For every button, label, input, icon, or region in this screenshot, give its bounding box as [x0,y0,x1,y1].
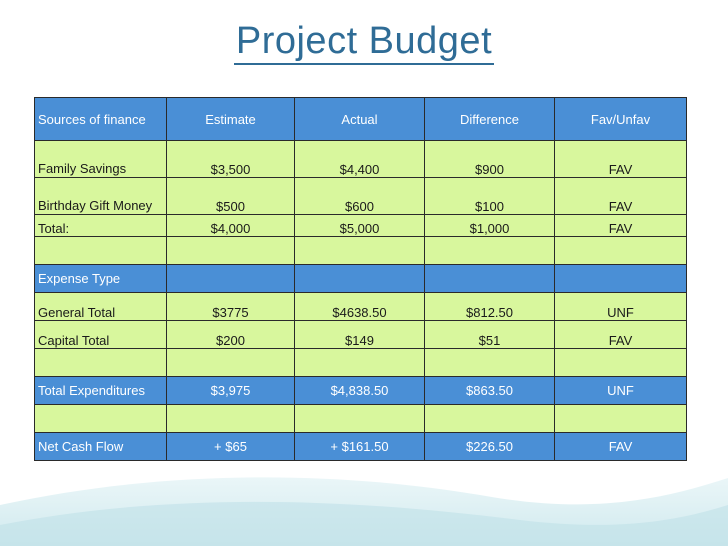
row-label: Birthday Gift Money [34,177,167,215]
cell-estimate [166,404,295,433]
table-row: Family Savings $3,500 $4,400 $900 FAV [34,140,687,178]
cell-estimate: + $65 [166,432,295,461]
cell-difference [424,348,555,377]
cell-actual: $4,838.50 [294,376,425,405]
budget-table: Sources of finance Estimate Actual Diffe… [34,97,687,461]
cell-actual: $4638.50 [294,292,425,321]
table-row: Birthday Gift Money $500 $600 $100 FAV [34,177,687,215]
cell-estimate [166,264,295,293]
cell-difference: $226.50 [424,432,555,461]
row-label [34,348,167,377]
cell-difference: $100 [424,177,555,215]
cell-difference: $900 [424,140,555,178]
table-header-row: Sources of finance Estimate Actual Diffe… [34,97,687,141]
table-row: Expense Type [34,264,687,293]
cell-difference: $812.50 [424,292,555,321]
cell-fav: UNF [554,376,687,405]
row-label: Family Savings [34,140,167,178]
cell-actual [294,236,425,265]
cell-actual [294,264,425,293]
table-row: Total Expenditures $3,975 $4,838.50 $863… [34,376,687,405]
row-label [34,236,167,265]
cell-actual: $600 [294,177,425,215]
table-row [34,404,687,433]
cell-fav: FAV [554,320,687,349]
header-actual: Actual [294,97,425,141]
table-row: General Total $3775 $4638.50 $812.50 UNF [34,292,687,321]
cell-difference [424,404,555,433]
cell-estimate: $3,975 [166,376,295,405]
cell-fav [554,236,687,265]
cell-actual: + $161.50 [294,432,425,461]
table-row [34,236,687,265]
row-label: Capital Total [34,320,167,349]
cell-fav: UNF [554,292,687,321]
cell-estimate [166,348,295,377]
cell-fav [554,264,687,293]
cell-fav: FAV [554,177,687,215]
row-label: General Total [34,292,167,321]
row-label: Total: [34,214,167,237]
cell-actual: $149 [294,320,425,349]
cell-fav: FAV [554,214,687,237]
cell-estimate: $200 [166,320,295,349]
header-fav-unfav: Fav/Unfav [554,97,687,141]
cell-fav: FAV [554,432,687,461]
cell-estimate: $3775 [166,292,295,321]
table-row: Total: $4,000 $5,000 $1,000 FAV [34,214,687,237]
cell-fav: FAV [554,140,687,178]
table-row: Net Cash Flow + $65 + $161.50 $226.50 FA… [34,432,687,461]
cell-difference: $863.50 [424,376,555,405]
row-label: Total Expenditures [34,376,167,405]
cell-actual: $5,000 [294,214,425,237]
row-label: Expense Type [34,264,167,293]
cell-difference: $1,000 [424,214,555,237]
cell-actual: $4,400 [294,140,425,178]
cell-estimate: $500 [166,177,295,215]
cell-estimate [166,236,295,265]
cell-difference [424,236,555,265]
row-label: Net Cash Flow [34,432,167,461]
cell-fav [554,404,687,433]
table-row [34,348,687,377]
table-row: Capital Total $200 $149 $51 FAV [34,320,687,349]
cell-difference [424,264,555,293]
cell-fav [554,348,687,377]
header-estimate: Estimate [166,97,295,141]
cell-difference: $51 [424,320,555,349]
header-difference: Difference [424,97,555,141]
header-sources: Sources of finance [34,97,167,141]
row-label [34,404,167,433]
page-title: Project Budget [0,20,728,65]
cell-estimate: $4,000 [166,214,295,237]
cell-actual [294,348,425,377]
cell-actual [294,404,425,433]
cell-estimate: $3,500 [166,140,295,178]
